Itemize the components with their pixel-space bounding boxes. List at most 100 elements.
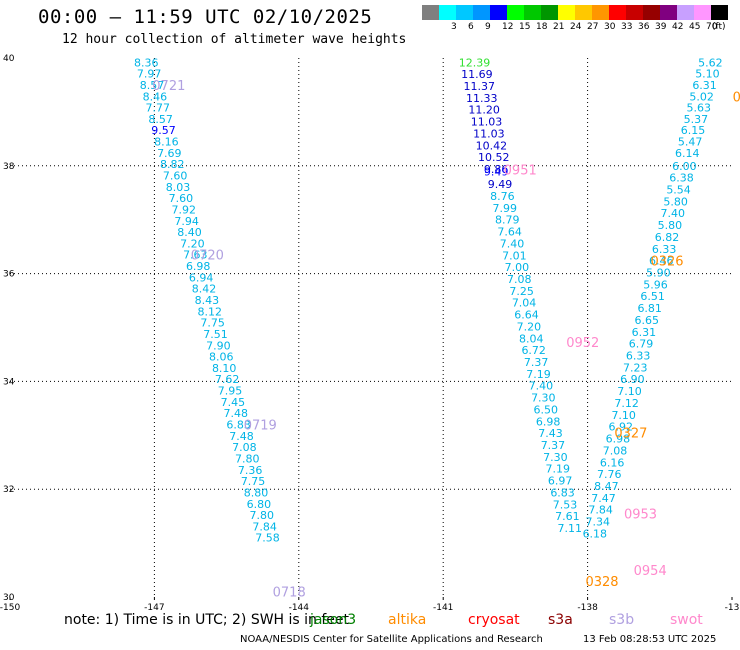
wave-height-value: 5.10 <box>695 68 720 81</box>
wave-height-value: 8.80 <box>244 486 269 499</box>
satellite-label: cryosat <box>468 612 520 628</box>
legend-label: 70 <box>706 22 718 32</box>
wave-height-value: 6.38 <box>669 172 694 185</box>
wave-height-value: 6.33 <box>626 350 651 363</box>
wave-height-value: 8.03 <box>166 181 191 194</box>
legend-swatch <box>558 5 575 20</box>
pass-time-label: 0328 <box>585 575 618 590</box>
wave-height-value: 7.19 <box>526 368 551 381</box>
wave-height-value: 8.16 <box>154 136 179 149</box>
legend-label: 6 <box>468 22 474 32</box>
wave-height-value: 5.54 <box>666 184 691 197</box>
wave-height-value: 7.84 <box>252 520 277 533</box>
pass-time-label: 0720 <box>191 249 224 264</box>
wave-height-value: 8.04 <box>519 332 544 345</box>
wave-height-value: 8.46 <box>143 90 168 103</box>
satellite-label: jason3 <box>310 612 357 628</box>
wave-height-value: 6.79 <box>629 338 654 351</box>
legend-swatch <box>660 5 677 20</box>
legend-label: 45 <box>689 22 701 32</box>
wave-height-value: 5.63 <box>687 102 712 115</box>
y-tick-label: 32 <box>3 485 14 495</box>
wave-height-value: 8.47 <box>594 480 619 493</box>
wave-height-value: 7.63 <box>183 249 208 262</box>
wave-height-value: 9.57 <box>151 124 176 137</box>
wave-height-value: 7.20 <box>517 320 542 333</box>
wave-height-value: 7.95 <box>218 385 243 398</box>
satellite-label: altika <box>388 612 427 628</box>
wave-height-value: 7.45 <box>221 396 246 409</box>
wave-height-value: 8.79 <box>495 214 520 227</box>
wave-height-value: 8.82 <box>160 158 185 171</box>
pass-time-label: 0 <box>733 90 740 105</box>
x-tick-label: -144 <box>289 603 310 613</box>
wave-height-value: 7.23 <box>623 361 648 374</box>
legend-label: 24 <box>570 22 582 32</box>
wave-height-value: 7.30 <box>531 392 556 405</box>
wave-height-value: 8.76 <box>490 190 515 203</box>
wave-height-value: 7.84 <box>588 504 613 517</box>
credit-line: NOAA/NESDIS Center for Satellite Applica… <box>240 634 543 645</box>
wave-height-value: 7.94 <box>174 215 199 228</box>
legend-label: 3 <box>451 22 457 32</box>
wave-height-value: 7.34 <box>585 516 610 529</box>
wave-height-value: 7.48 <box>223 407 248 420</box>
y-tick-label: 40 <box>3 54 15 64</box>
wave-height-value: 6.98 <box>536 415 561 428</box>
wave-height-value: 7.10 <box>611 409 636 422</box>
y-tick-label: 38 <box>3 162 15 172</box>
wave-height-value: 5.37 <box>684 113 709 126</box>
legend-unit: (ft) <box>712 22 726 32</box>
wave-height-value: 7.51 <box>203 328 228 341</box>
wave-height-value: 7.80 <box>235 452 260 465</box>
wave-height-value: 7.40 <box>529 380 554 393</box>
wave-height-value: 6.98 <box>606 433 631 446</box>
legend-swatch <box>643 5 660 20</box>
legend-swatch <box>524 5 541 20</box>
wave-height-value: 7.47 <box>591 492 616 505</box>
legend-swatch <box>575 5 592 20</box>
wave-height-value: 7.60 <box>169 192 194 205</box>
wave-height-value: 8.12 <box>198 305 223 318</box>
y-tick-label: 34 <box>3 377 15 387</box>
wave-height-value: 7.01 <box>502 249 527 262</box>
legend-swatch <box>456 5 473 20</box>
pass-time-label: 0326 <box>650 255 683 270</box>
chart-title: 00:00 – 11:59 UTC 02/10/2025 <box>38 6 373 28</box>
y-tick-label: 30 <box>3 593 15 603</box>
pass-time-label: 0327 <box>614 427 647 442</box>
wave-height-value: 11.69 <box>461 68 493 81</box>
wave-height-value: 7.08 <box>232 441 257 454</box>
wave-height-value: 6.94 <box>189 271 214 284</box>
wave-height-value: 7.08 <box>507 273 532 286</box>
wave-height-value: 5.96 <box>643 278 668 291</box>
wave-height-value: 10.52 <box>478 151 510 164</box>
wave-height-value: 7.20 <box>180 237 205 250</box>
wave-height-value: 7.75 <box>200 317 225 330</box>
pass-time-label: 0719 <box>244 419 277 434</box>
wave-height-value: 11.03 <box>471 116 503 129</box>
legend-swatch <box>490 5 507 20</box>
wave-height-value: 5.80 <box>663 195 688 208</box>
wave-height-value: 11.20 <box>468 104 500 117</box>
footer-note: note: 1) Time is in UTC; 2) SWH is in fe… <box>64 612 350 628</box>
legend-swatch <box>694 5 711 20</box>
legend-swatch <box>541 5 558 20</box>
wave-height-value: 6.98 <box>186 260 211 273</box>
wave-height-value: 7.08 <box>603 444 628 457</box>
generation-timestamp: 13 Feb 08:28:53 UTC 2025 <box>583 634 717 645</box>
wave-height-value: 12.39 <box>459 56 491 69</box>
axes: -150 -147 -144 -141 -138 -13 30 32 34 36 38 40 <box>0 54 739 613</box>
wave-height-value: 7.43 <box>538 427 563 440</box>
wave-height-value: 7.64 <box>497 226 522 239</box>
wave-height-value: 6.83 <box>226 419 251 432</box>
wave-height-value: 7.37 <box>541 439 566 452</box>
wave-height-value: 5.47 <box>678 136 703 149</box>
satellite-label: s3a <box>548 612 573 628</box>
wave-height-value: 6.92 <box>609 421 634 434</box>
wave-height-value: 7.92 <box>172 203 197 216</box>
legend-label: 9 <box>485 22 491 32</box>
wave-height-value: 7.99 <box>493 202 518 215</box>
wave-height-value: 11.33 <box>466 92 498 105</box>
